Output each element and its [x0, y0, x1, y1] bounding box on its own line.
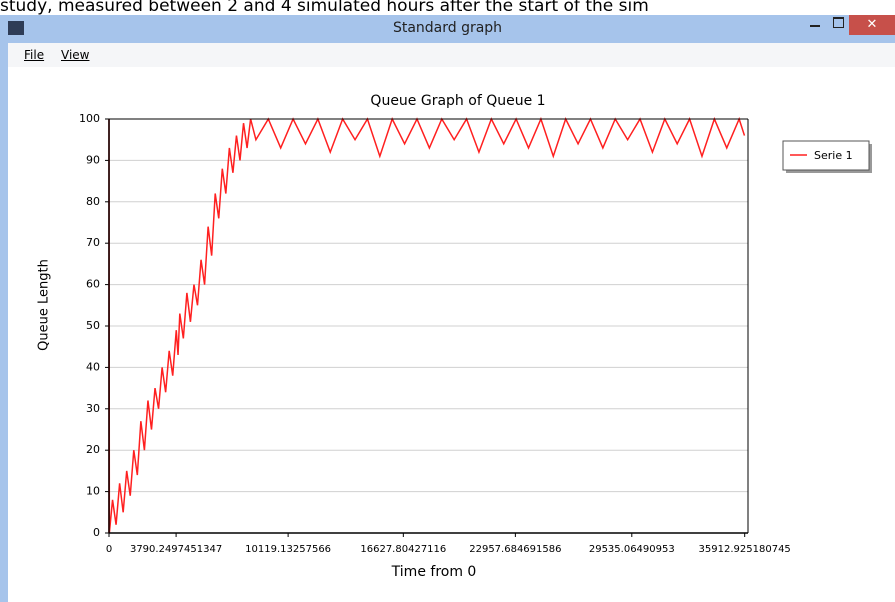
y-tick-label: 10 — [86, 485, 100, 498]
y-tick-label: 0 — [93, 526, 100, 539]
app-icon — [8, 21, 24, 35]
y-tick-label: 40 — [86, 360, 100, 373]
y-tick-label: 80 — [86, 195, 100, 208]
y-axis-label: Queue Length — [37, 259, 52, 351]
x-tick-label: 16627.80427116 — [360, 544, 446, 555]
close-button[interactable]: ✕ — [849, 15, 895, 35]
window-title: Standard graph — [392, 20, 503, 36]
x-tick-label: 35912.925180745 — [699, 544, 791, 555]
x-axis-label: Time from 0 — [391, 564, 477, 580]
maximize-button[interactable] — [833, 17, 844, 28]
chart-title: Queue Graph of Queue 1 — [370, 93, 545, 109]
background-text: study, measured between 2 and 4 simulate… — [0, 0, 649, 16]
x-tick-label: 3790.2497451347 — [130, 544, 222, 555]
x-tick-label: 10119.13257566 — [245, 544, 331, 555]
y-tick-label: 70 — [86, 236, 100, 249]
y-tick-label: 20 — [86, 443, 100, 456]
series-line — [108, 116, 746, 534]
x-tick-label: 29535.06490953 — [589, 544, 675, 555]
y-tick-label: 100 — [79, 112, 100, 125]
menu-item[interactable]: File — [24, 48, 45, 62]
minimize-button[interactable] — [810, 25, 820, 27]
y-tick-label: 90 — [86, 153, 100, 166]
legend-label: Serie 1 — [814, 149, 853, 162]
menu-bar: File View — [8, 43, 895, 67]
title-bar: Standard graph ✕ — [0, 15, 895, 43]
y-tick-label: 30 — [86, 402, 100, 415]
x-tick-label: 22957.684691586 — [469, 544, 561, 555]
y-tick-label: 60 — [86, 278, 100, 291]
x-tick-label: 0 — [106, 544, 112, 555]
menu-item[interactable]: View — [61, 48, 90, 62]
y-tick-label: 50 — [86, 319, 100, 332]
